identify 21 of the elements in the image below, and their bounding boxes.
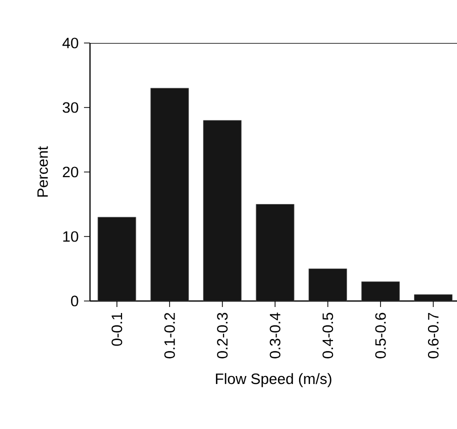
y-tick-label: 40 [62,38,78,48]
x-tick-label: 0.2-0.3 [217,312,228,358]
y-tick-label: 10 [63,231,78,242]
x-tick-label: 0.4-0.5 [322,312,334,358]
x-tick-label: 0.5-0.6 [375,312,386,358]
y-tick-label: 30 [62,102,78,113]
bar [256,204,294,301]
bar [414,294,452,301]
x-tick-label: 0.3-0.4 [270,312,280,358]
y-tick-label: 0 [71,296,78,306]
x-tick-label: 0-0.1 [112,312,122,346]
x-tick-label: 0.1-0.2 [164,312,175,358]
y-tick-label: 20 [62,166,78,178]
bar [361,281,400,301]
y-axis-title: Percent [37,146,48,197]
bar [308,268,348,301]
bar [98,216,136,301]
bar [150,88,189,301]
bar [203,120,242,301]
x-tick-label: 0.6-0.7 [428,312,439,358]
x-axis-title: Flow Speed (m/s) [216,373,332,388]
